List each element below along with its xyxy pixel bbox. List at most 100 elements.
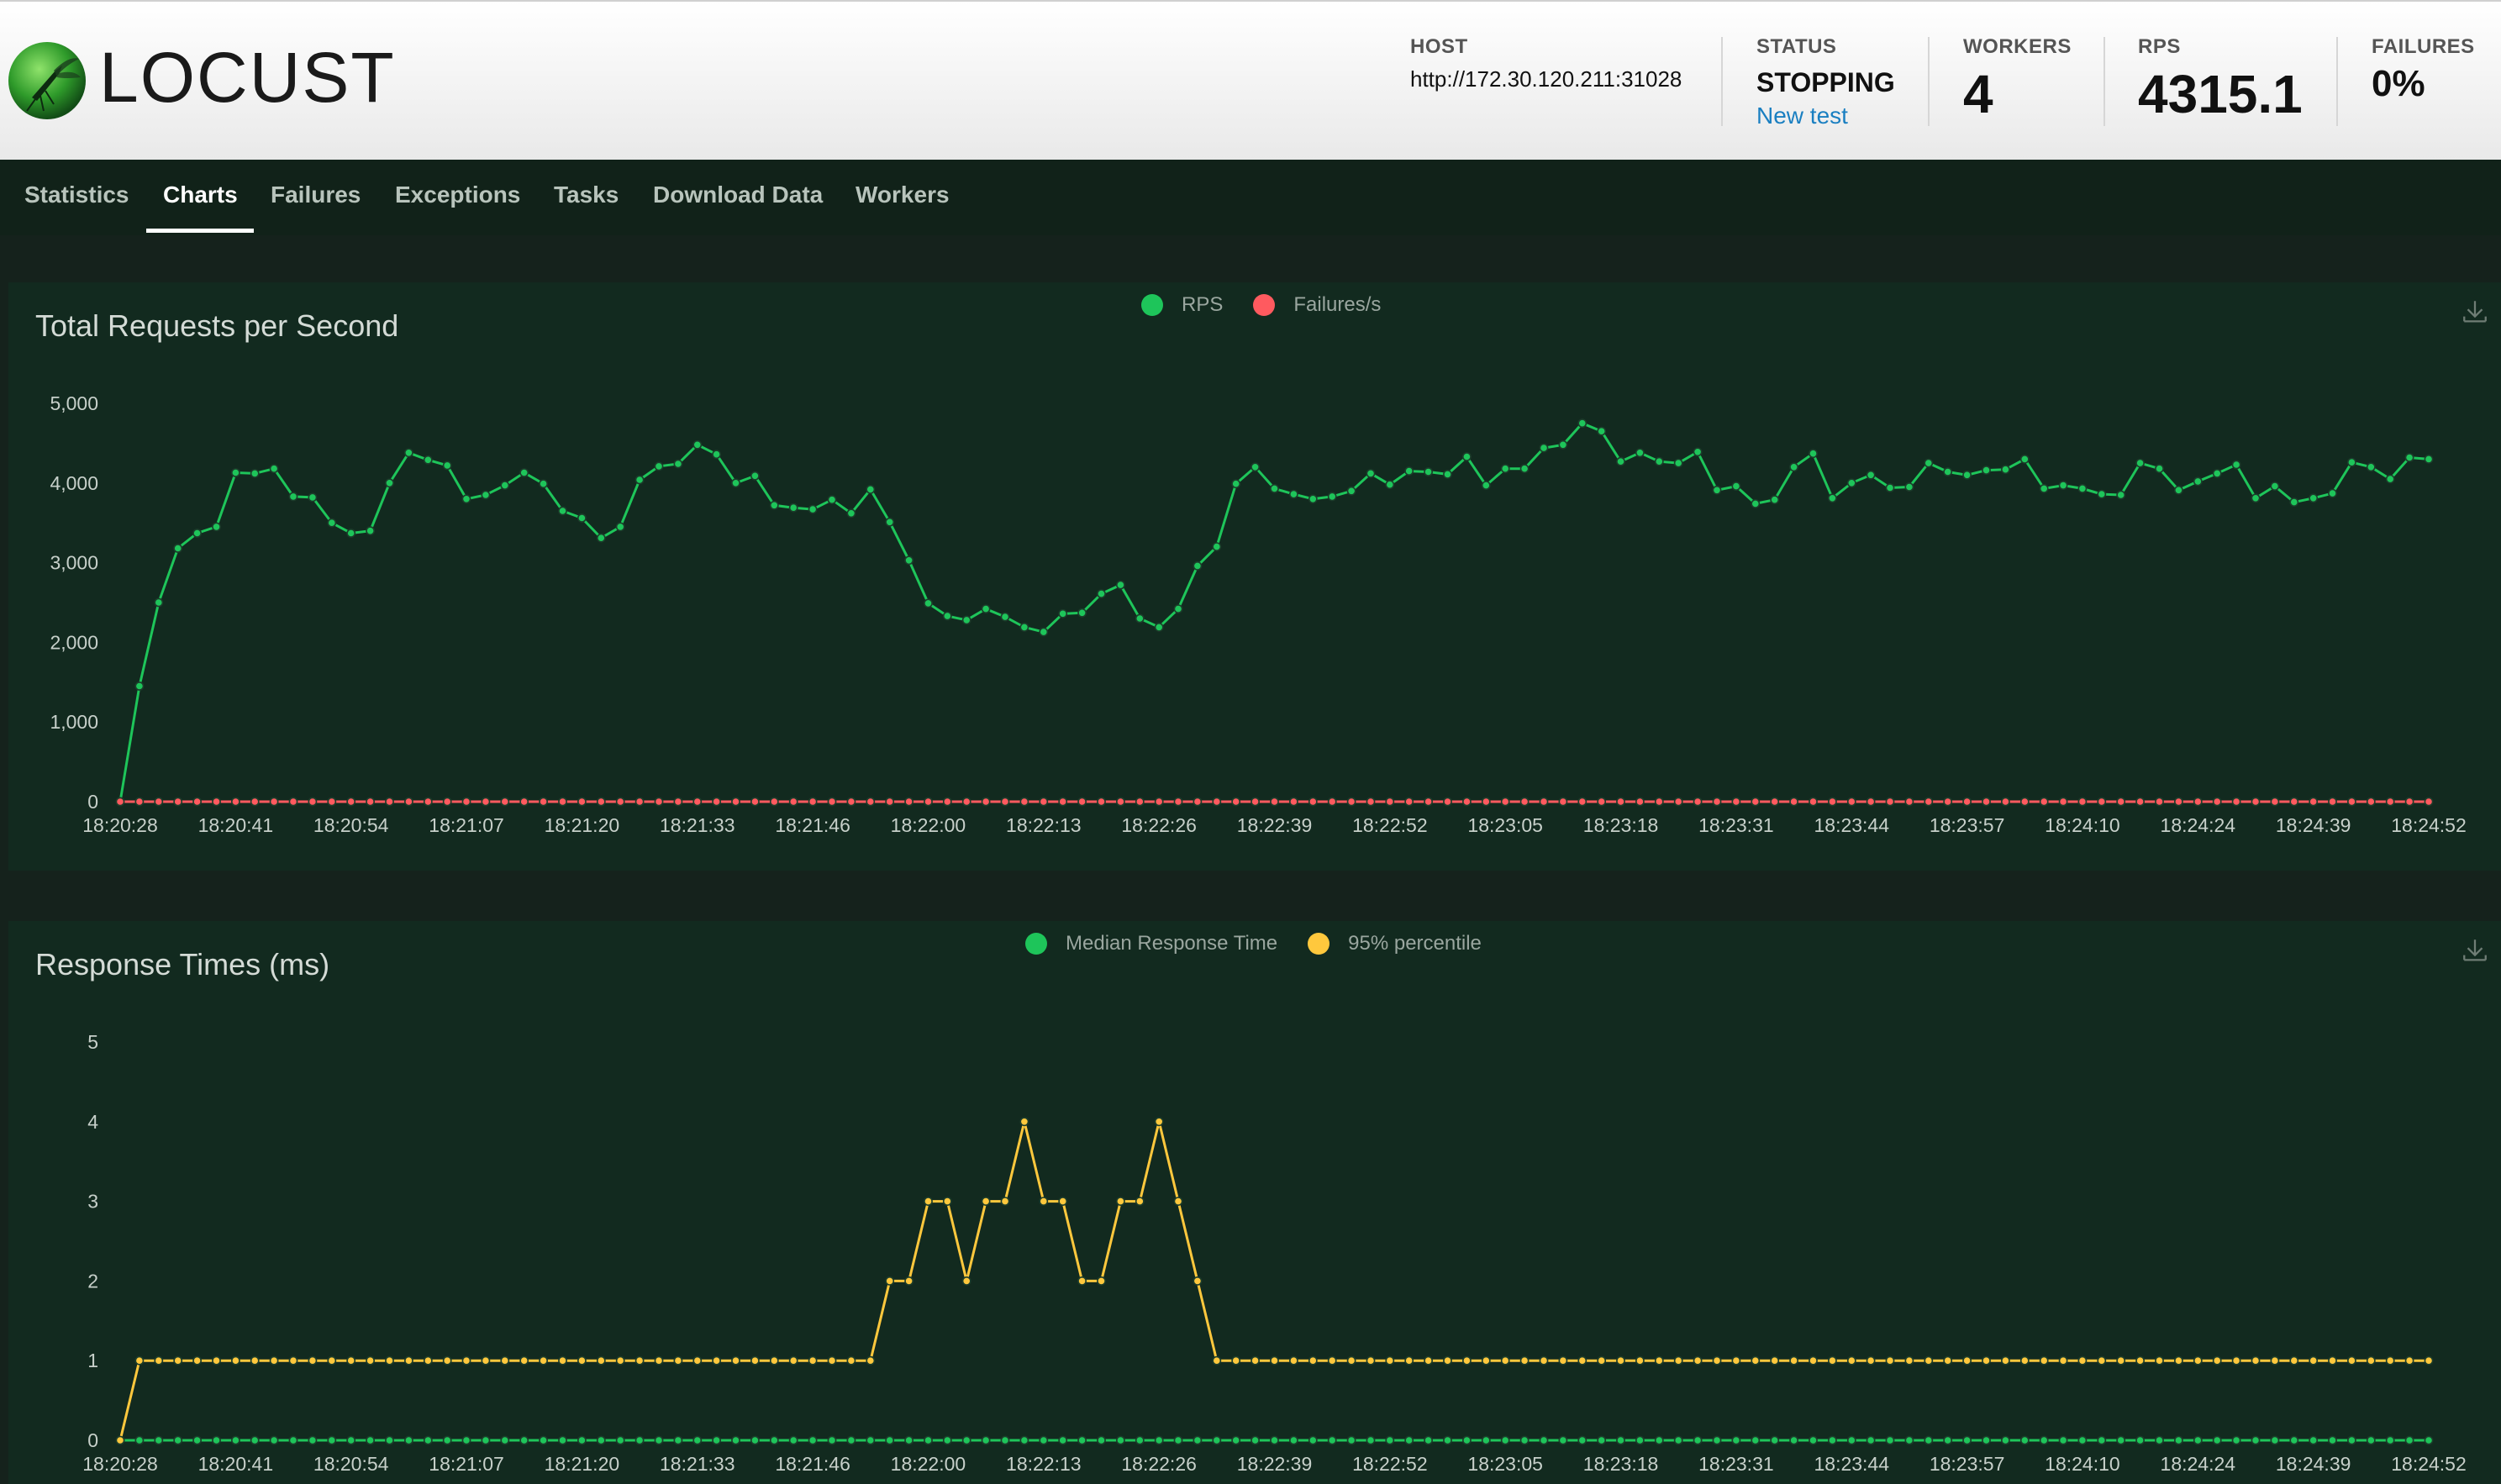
data-point-rps xyxy=(808,504,818,514)
data-point-median-response-time xyxy=(327,1435,337,1445)
tab-download-data[interactable]: Download Data xyxy=(653,182,824,208)
data-point-failures-s xyxy=(1250,797,1260,807)
data-point-rps xyxy=(230,468,240,477)
data-point-95-percentile xyxy=(2116,1355,2126,1366)
locust-logo-icon xyxy=(8,42,86,119)
data-point-median-response-time xyxy=(2039,1435,2049,1445)
divider xyxy=(2336,37,2338,126)
data-point-median-response-time xyxy=(2155,1435,2164,1445)
x-tick-label: 18:22:26 xyxy=(1121,814,1197,836)
data-point-95-percentile xyxy=(1519,1355,1530,1366)
legend-item-p95[interactable]: 95% percentile xyxy=(1308,933,1482,955)
app-logo-text: LOCUST xyxy=(99,38,396,117)
download-icon[interactable] xyxy=(2461,297,2489,326)
rps-chart: 0 1,000 2,000 3,000 4,000 5,000 18:20:28 18:20:… xyxy=(50,392,2466,836)
data-point-rps xyxy=(366,526,375,536)
data-point-95-percentile xyxy=(788,1355,798,1366)
data-point-failures-s xyxy=(1751,797,1761,807)
data-point-rps xyxy=(1404,466,1414,476)
data-point-95-percentile xyxy=(750,1355,760,1366)
tab-workers[interactable]: Workers xyxy=(856,182,950,208)
data-point-rps xyxy=(1154,622,1164,632)
data-point-median-response-time xyxy=(1000,1435,1010,1445)
data-point-rps xyxy=(692,439,703,450)
data-point-failures-s xyxy=(654,797,664,807)
x-tick-label: 18:22:39 xyxy=(1237,814,1313,836)
x-tick-label: 18:23:31 xyxy=(1698,1453,1774,1475)
data-point-rps xyxy=(2309,493,2319,503)
data-point-failures-s xyxy=(1962,797,1972,807)
y-tick-label: 3 xyxy=(87,1191,98,1213)
x-tick-label: 18:23:05 xyxy=(1467,814,1543,836)
data-point-failures-s xyxy=(1308,797,1318,807)
host-value: http://172.30.120.211:31028 xyxy=(1410,66,1682,92)
x-tick-label: 18:21:46 xyxy=(775,1453,850,1475)
x-tick-label: 18:20:54 xyxy=(313,1453,389,1475)
x-tick-label: 18:20:41 xyxy=(198,1453,274,1475)
data-point-median-response-time xyxy=(1250,1435,1260,1445)
data-point-rps xyxy=(1385,480,1395,490)
data-point-failures-s xyxy=(2077,797,2088,807)
tab-statistics[interactable]: Statistics xyxy=(24,182,129,208)
tab-charts[interactable]: Charts xyxy=(163,182,238,208)
data-point-95-percentile xyxy=(1077,1276,1087,1286)
legend-item-median[interactable]: Median Response Time xyxy=(1025,933,1277,955)
host-label: HOST xyxy=(1410,35,1468,58)
data-point-failures-s xyxy=(673,797,683,807)
data-point-failures-s xyxy=(596,797,606,807)
data-point-median-response-time xyxy=(1443,1435,1452,1445)
rps-chart-title: Total Requests per Second xyxy=(35,308,399,343)
data-point-median-response-time xyxy=(1327,1435,1337,1445)
data-point-rps xyxy=(1673,458,1683,468)
legend-item-rps[interactable]: RPS xyxy=(1141,294,1223,316)
data-point-95-percentile xyxy=(904,1276,914,1286)
data-point-median-response-time xyxy=(2309,1435,2319,1445)
data-point-rps xyxy=(1943,467,1953,476)
tab-failures[interactable]: Failures xyxy=(271,182,361,208)
data-point-median-response-time xyxy=(2366,1435,2376,1445)
data-point-95-percentile xyxy=(2366,1355,2376,1366)
data-point-median-response-time xyxy=(269,1435,279,1445)
data-point-rps xyxy=(1231,479,1241,489)
x-tick-label: 18:22:00 xyxy=(891,1453,966,1475)
data-point-failures-s xyxy=(2270,797,2280,807)
data-point-failures-s xyxy=(1481,797,1491,807)
data-point-rps xyxy=(1770,495,1780,505)
data-point-95-percentile xyxy=(500,1355,510,1366)
data-point-median-response-time xyxy=(769,1435,779,1445)
data-point-median-response-time xyxy=(2328,1435,2337,1445)
data-point-rps xyxy=(1597,426,1607,436)
x-tick-label: 18:21:46 xyxy=(775,814,850,836)
data-point-median-response-time xyxy=(154,1435,164,1445)
data-point-rps xyxy=(2155,464,2164,474)
tab-exceptions[interactable]: Exceptions xyxy=(395,182,521,208)
data-point-95-percentile xyxy=(885,1276,895,1286)
x-tick-label: 18:24:52 xyxy=(2391,1453,2467,1475)
data-point-median-response-time xyxy=(461,1435,471,1445)
data-point-rps xyxy=(1462,452,1472,461)
data-point-95-percentile xyxy=(1154,1117,1164,1127)
tab-tasks[interactable]: Tasks xyxy=(554,182,619,208)
data-point-failures-s xyxy=(115,797,125,807)
data-point-95-percentile xyxy=(577,1355,587,1366)
data-point-rps xyxy=(1731,482,1741,491)
data-point-95-percentile xyxy=(385,1355,394,1366)
data-point-failures-s xyxy=(1924,797,1934,807)
data-point-median-response-time xyxy=(1982,1435,1991,1445)
download-icon[interactable] xyxy=(2461,936,2489,965)
x-tick-label: 18:21:20 xyxy=(545,814,620,836)
rps-stat: RPS 4315.1 xyxy=(2138,37,2303,122)
data-point-95-percentile xyxy=(731,1355,740,1366)
data-point-rps xyxy=(134,681,145,691)
data-point-rps xyxy=(1289,489,1298,499)
new-test-link[interactable]: New test xyxy=(1756,103,1848,129)
x-tick-label: 18:21:33 xyxy=(660,814,735,836)
response-times-chart: 0 1 2 3 4 5 18:20:28 18:20:41 18:20:54 18:21:07 18… xyxy=(82,1031,2467,1475)
workers-value: 4 xyxy=(1963,64,1993,124)
data-point-median-response-time xyxy=(1635,1435,1645,1445)
data-point-95-percentile xyxy=(2404,1355,2414,1366)
data-point-median-response-time xyxy=(1500,1435,1510,1445)
x-tick-label: 18:22:13 xyxy=(1006,1453,1082,1475)
legend-item-failures[interactable]: Failures/s xyxy=(1253,294,1381,316)
data-point-rps xyxy=(2000,465,2010,475)
